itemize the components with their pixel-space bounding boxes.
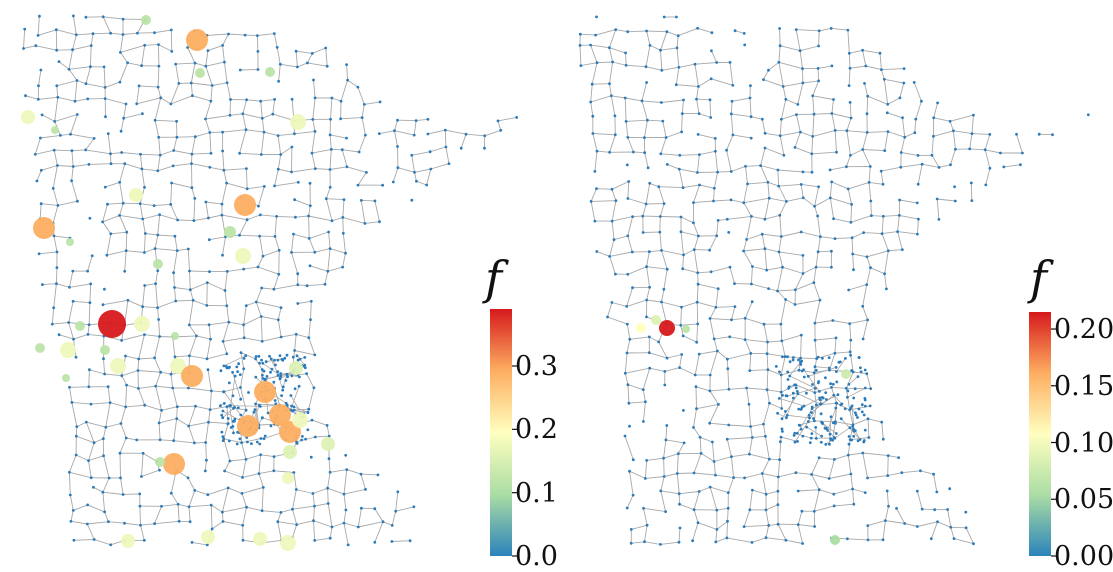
colorbar-tick-label: 0.10 (1054, 430, 1113, 457)
colorbar-tick-label: 0.15 (1054, 373, 1113, 400)
colorbar-left (0, 0, 556, 563)
colorbar-tick-label: 0.0 (515, 543, 558, 570)
colorbar-tick-label: 0.3 (515, 353, 558, 380)
colorbar-tick-label: 0.1 (515, 480, 558, 507)
colorbar-title-left: f (485, 255, 502, 301)
colorbar-tick-label: 0.00 (1054, 543, 1113, 570)
colorbar-tick-label: 0.05 (1054, 486, 1113, 513)
colorbar-gradient (1029, 312, 1051, 556)
colorbar-gradient (490, 309, 512, 556)
colorbar-title-right: f (1030, 255, 1047, 301)
colorbar-tick-label: 0.2 (515, 416, 558, 443)
colorbar-tick-label: 0.20 (1054, 316, 1113, 343)
